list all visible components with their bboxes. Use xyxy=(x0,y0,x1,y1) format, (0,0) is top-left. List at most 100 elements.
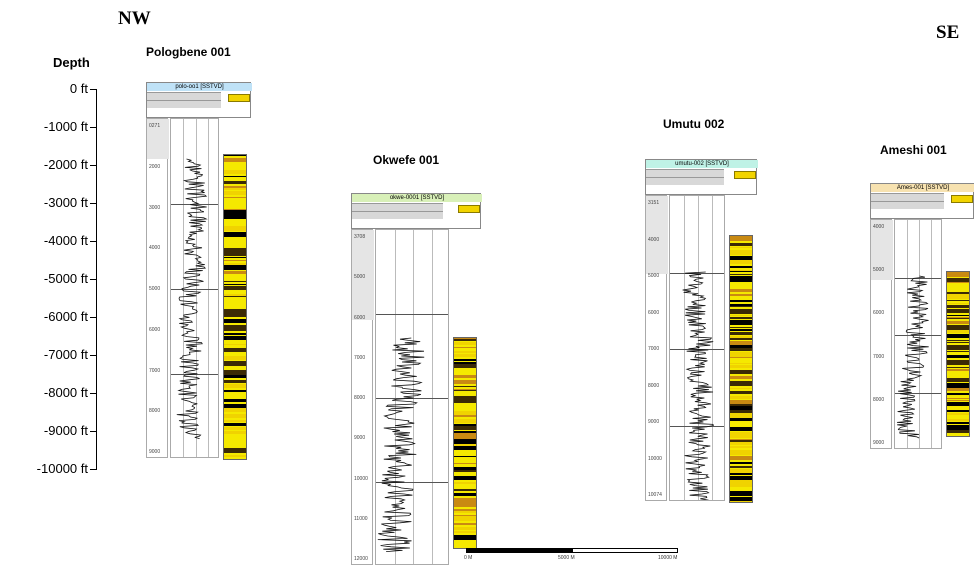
lithology-band xyxy=(947,388,969,391)
lithology-band xyxy=(947,407,969,409)
lithology-band xyxy=(730,418,752,421)
depth-axis-tick xyxy=(90,279,97,280)
lithology-band xyxy=(454,345,476,347)
track-marker-line xyxy=(895,335,941,336)
lithology-band xyxy=(454,419,476,423)
lithology-band xyxy=(224,197,246,198)
lithology-band xyxy=(454,347,476,348)
lithology-band xyxy=(947,285,969,290)
lithology-band xyxy=(730,370,752,374)
lithology-band xyxy=(947,294,969,299)
lithology-band xyxy=(730,250,752,255)
depth-track-label: 8000 xyxy=(149,408,161,415)
lithology-band xyxy=(224,405,246,408)
well-header-title: umutu-002 [SSTVD] xyxy=(646,160,758,168)
lithology-band xyxy=(947,422,969,424)
depth-axis-tick xyxy=(90,203,97,204)
depth-axis-tick xyxy=(90,393,97,394)
track-gridline xyxy=(907,220,908,448)
gamma-ray-curve xyxy=(176,158,208,439)
well-name: Okwefe 001 xyxy=(373,153,440,167)
depth-axis-tick xyxy=(90,317,97,318)
lithology-band xyxy=(224,419,246,420)
lithology-band xyxy=(224,325,246,326)
track-gridline xyxy=(208,119,209,457)
lithology-band xyxy=(224,347,246,348)
lithology-band xyxy=(454,389,476,390)
lithology-band xyxy=(730,329,752,331)
lithology-band xyxy=(224,366,246,369)
lithology-band xyxy=(730,388,752,389)
lithology-band xyxy=(947,309,969,313)
lithology-band xyxy=(454,463,476,464)
lithology-band xyxy=(730,315,752,316)
lithology-band xyxy=(224,248,246,252)
lithology-band xyxy=(730,456,752,460)
lithology-band xyxy=(224,176,246,177)
well-header-row xyxy=(352,203,443,211)
lithology-band xyxy=(454,433,476,436)
lithology-band xyxy=(224,384,246,388)
lithology-band xyxy=(730,298,752,300)
track-marker-line xyxy=(895,393,941,394)
lithology-band xyxy=(454,542,476,545)
lithology-band xyxy=(947,396,969,398)
lithology-band xyxy=(224,455,246,457)
lithology-band xyxy=(224,179,246,180)
lithology-band xyxy=(454,485,476,489)
lithology-track xyxy=(729,235,753,503)
depth-track-label: 6000 xyxy=(149,326,161,333)
lithology-band xyxy=(730,279,752,282)
track-gridline xyxy=(196,119,197,457)
lithology-band xyxy=(224,309,246,312)
lithology-band xyxy=(224,420,246,422)
lithology-band xyxy=(730,413,752,418)
well-header-row xyxy=(646,169,724,177)
lithology-band xyxy=(730,266,752,268)
lithology-band xyxy=(454,523,476,525)
lithology-band xyxy=(730,432,752,434)
lithology-band xyxy=(224,257,246,258)
lithology-band xyxy=(224,188,246,190)
lithology-band xyxy=(224,353,246,356)
depth-track-label: 5000 xyxy=(149,286,161,292)
lithology-band xyxy=(454,339,476,341)
lithology-band xyxy=(454,527,476,530)
lithology-band xyxy=(947,360,969,365)
lithology-band xyxy=(224,375,246,378)
direction-label-nw: NW xyxy=(118,8,151,29)
depth-track-label: 8000 xyxy=(648,382,660,389)
gamma-ray-curve xyxy=(896,275,929,439)
well-header-lithology-chip xyxy=(951,195,973,203)
lithology-band xyxy=(947,354,969,355)
depth-track-label: 8000 xyxy=(354,395,366,401)
lithology-band xyxy=(224,312,246,317)
lithology-band xyxy=(224,423,246,426)
lithology-band xyxy=(224,220,246,225)
track-marker-line xyxy=(171,204,218,205)
depth-axis-tick-label: -3000 ft xyxy=(43,195,88,210)
lithology-band xyxy=(730,345,752,348)
well-log-panel: 3151 4000 5000 6000 7000 8000 9000 10000 10074 xyxy=(645,195,757,503)
depth-track-label: 5000 xyxy=(354,274,366,281)
lithology-band xyxy=(730,338,752,340)
lithology-band xyxy=(224,276,246,279)
well-header-row xyxy=(352,211,443,219)
lithology-band xyxy=(730,276,752,279)
depth-axis-tick-label: -9000 ft xyxy=(43,423,88,438)
track-marker-line xyxy=(895,278,941,279)
scale-bar-label-start: 0 M xyxy=(464,555,473,561)
lithology-band xyxy=(730,327,752,328)
lithology-band xyxy=(947,330,969,333)
lithology-band xyxy=(947,413,969,415)
lithology-band xyxy=(454,431,476,433)
lithology-band xyxy=(947,345,969,350)
lithology-band xyxy=(224,209,246,210)
lithology-band xyxy=(454,342,476,345)
lithology-band xyxy=(730,260,752,264)
lithology-band xyxy=(454,482,476,484)
gamma-ray-curve-line xyxy=(896,275,929,439)
lithology-band xyxy=(454,476,476,480)
depth-track-label: 6000 xyxy=(354,314,366,321)
well-log-panel: 0271 2000 3000 4000 5000 6000 7000 8000 9000 xyxy=(146,118,251,460)
